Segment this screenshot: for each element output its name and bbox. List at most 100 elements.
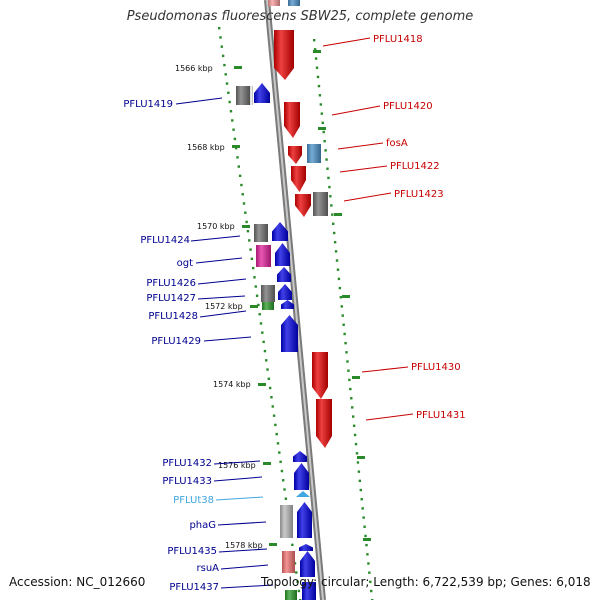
gene-PFLU1422-label: PFLU1422 [390,161,440,172]
inner-scale-dot [267,377,271,380]
outer-scale-dot [314,57,318,60]
gene-box-PFLU1427 [261,285,275,302]
inner-scale-dot [278,451,281,454]
gene-PFLU1427-leader [197,295,246,300]
inner-scale-dot [240,183,243,187]
gene-box-phaG [280,505,293,538]
kbp-tick-label: 1570 kbp [197,222,235,231]
gene-PFLU1420-label: PFLU1420 [383,101,433,112]
gene-arrow-PFLU1428-adjacent [281,300,294,309]
gene-PFLU1423-leader [343,192,392,202]
inner-scale-dot [255,294,259,297]
gene-box-fosA [307,144,321,163]
inner-scale-dot [275,432,278,436]
outer-scale-dot [354,442,358,446]
outer-scale-dot [351,415,355,418]
outer-scale-dot [343,332,346,336]
accession-text: Accession: NC_012660 [9,575,146,589]
inner-scale-dot [225,82,229,85]
inner-scale-dot [297,589,301,593]
inner-scale-dot [265,359,268,362]
outer-scale-dot [344,341,347,345]
inner-scale-dot [234,146,238,150]
gene-PFLU1420-leader [331,105,381,116]
inner-scale-dot [219,36,222,39]
outer-scale-dot [318,94,322,97]
outer-scale-dot [348,378,351,382]
outer-kbp-tick [357,456,365,459]
outer-scale-dot [321,121,324,125]
outer-scale-dot [364,534,367,538]
gene-box-ogt [256,245,271,267]
gene-PFLU1435-label: PFLU1435 [167,546,217,557]
kbp-tick-label: 1572 kbp [205,302,243,311]
gene-arrow-PFLU1422 [291,166,306,192]
map-title: Pseudomonas fluorescens SBW25, complete … [126,9,474,24]
gene-box-PFLU1428 [262,302,274,310]
inner-scale-dot [224,73,227,76]
gene-arrow-PFLU1429 [281,315,298,352]
outer-scale-dot [362,516,365,519]
inner-scale-dot [241,193,244,196]
gene-PFLU1427-label: PFLU1427 [146,293,196,304]
inner-scale-dot [283,488,286,491]
inner-scale-dot [218,27,221,30]
inner-scale-dot [266,368,269,371]
outer-scale-dot [346,360,349,363]
kbp-tick [234,66,242,69]
gene-arrow-PFLU1426 [277,267,291,282]
gene-box-spacer [250,86,253,105]
kbp-tick [258,383,266,386]
outer-scale-dot [350,397,353,400]
outer-kbp-tick [363,538,371,541]
outer-scale-dot [367,562,370,565]
outer-scale-dot [349,387,352,391]
inner-scale-dot [244,211,247,214]
gene-ogt-label: ogt [177,258,193,269]
inner-scale-dot [237,165,240,168]
inner-scale-dot [276,442,280,445]
gene-marker-PFLUt38 [296,491,310,497]
outer-scale-dot [334,250,338,253]
outer-scale-dot [329,195,332,198]
outer-scale-dot [313,48,317,51]
gene-PFLU1433-label: PFLU1433 [162,476,212,487]
inner-scale-dot [242,202,246,205]
inner-scale-dot [259,322,263,325]
outer-kbp-tick [334,213,342,216]
gene-arrow-PFLU1435 [299,544,313,551]
gene-PFLU1424-label: PFLU1424 [140,235,190,246]
gene-arrow-PFLU1430 [312,352,328,399]
inner-scale-dot [279,460,282,464]
inner-scale-dot [236,156,239,159]
gene-PFLU1435-leader [218,548,268,553]
inner-scale-dot [233,137,237,141]
outer-scale-dot [330,204,333,207]
outer-scale-dot [345,351,348,354]
inner-scale-dot [284,497,288,500]
gene-arrow-PFLU1433 [294,463,309,490]
outer-kbp-tick [313,50,321,53]
kbp-tick [263,462,271,465]
outer-scale-dot [341,314,344,317]
gene-box-PFLU1424-gray [254,224,268,242]
inner-scale-dot [220,45,224,48]
inner-scale-dot [248,239,251,242]
gene-box-bottom-blue [302,582,316,600]
outer-scale-dot [317,84,321,88]
gene-arrow-PFLU1419 [254,83,270,103]
gene-arrow-PFLU1424 [272,222,288,241]
outer-scale-dot [328,185,331,189]
kbp-tick-label: 1568 kbp [187,143,225,152]
kbp-tick-label: 1566 kbp [175,64,213,73]
gene-PFLU1433-leader [213,476,263,482]
gene-PFLU1419-leader [175,97,223,105]
outer-scale-dot [358,479,362,483]
gene-PFLU1437-label: PFLU1437 [169,582,219,593]
inner-scale-dot [291,543,294,547]
inner-scale-dot [263,349,267,353]
outer-scale-dot [316,75,320,79]
kbp-tick-label: 1578 kbp [225,541,263,550]
inner-scale-dot [238,174,242,178]
